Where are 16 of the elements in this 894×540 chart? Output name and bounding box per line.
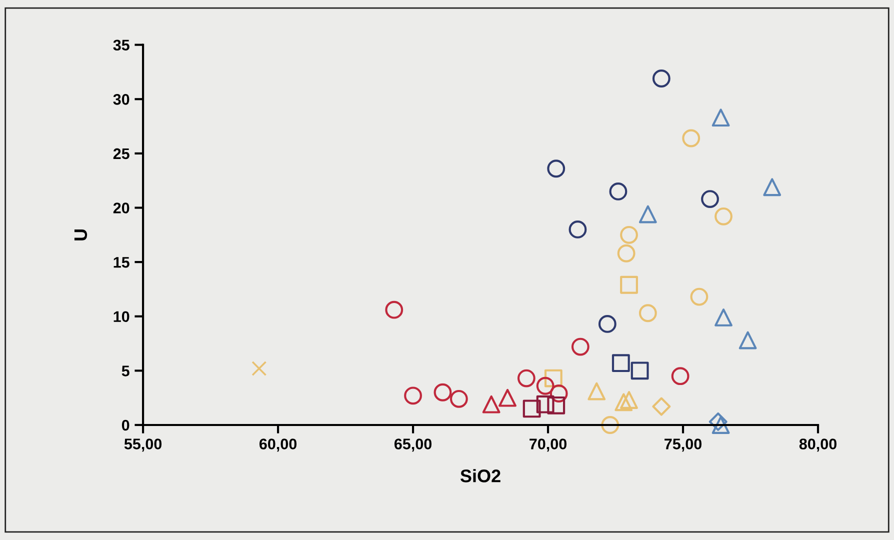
x-tick-label: 65,00 [394, 438, 432, 452]
x-axis-title: SiO2 [460, 469, 500, 482]
y-tick-label: 20 [113, 202, 130, 214]
y-tick-label: 10 [114, 311, 130, 322]
y-tick-label: 35 [113, 40, 130, 51]
x-tick-label: 80,00 [799, 438, 836, 452]
x-tick-label: 60,00 [259, 438, 297, 452]
y-tick-label: 15 [114, 257, 130, 268]
y-tick-label: 0 [122, 420, 130, 431]
x-tick-label: 70,00 [530, 438, 567, 452]
y-axis-title: U [74, 229, 88, 240]
y-tick-label: 25 [113, 148, 130, 160]
x-tick-label: 75,00 [664, 438, 702, 452]
x-tick-label: 55,00 [124, 438, 162, 452]
y-tick-label: 30 [113, 94, 130, 105]
y-tick-label: 5 [122, 366, 130, 376]
